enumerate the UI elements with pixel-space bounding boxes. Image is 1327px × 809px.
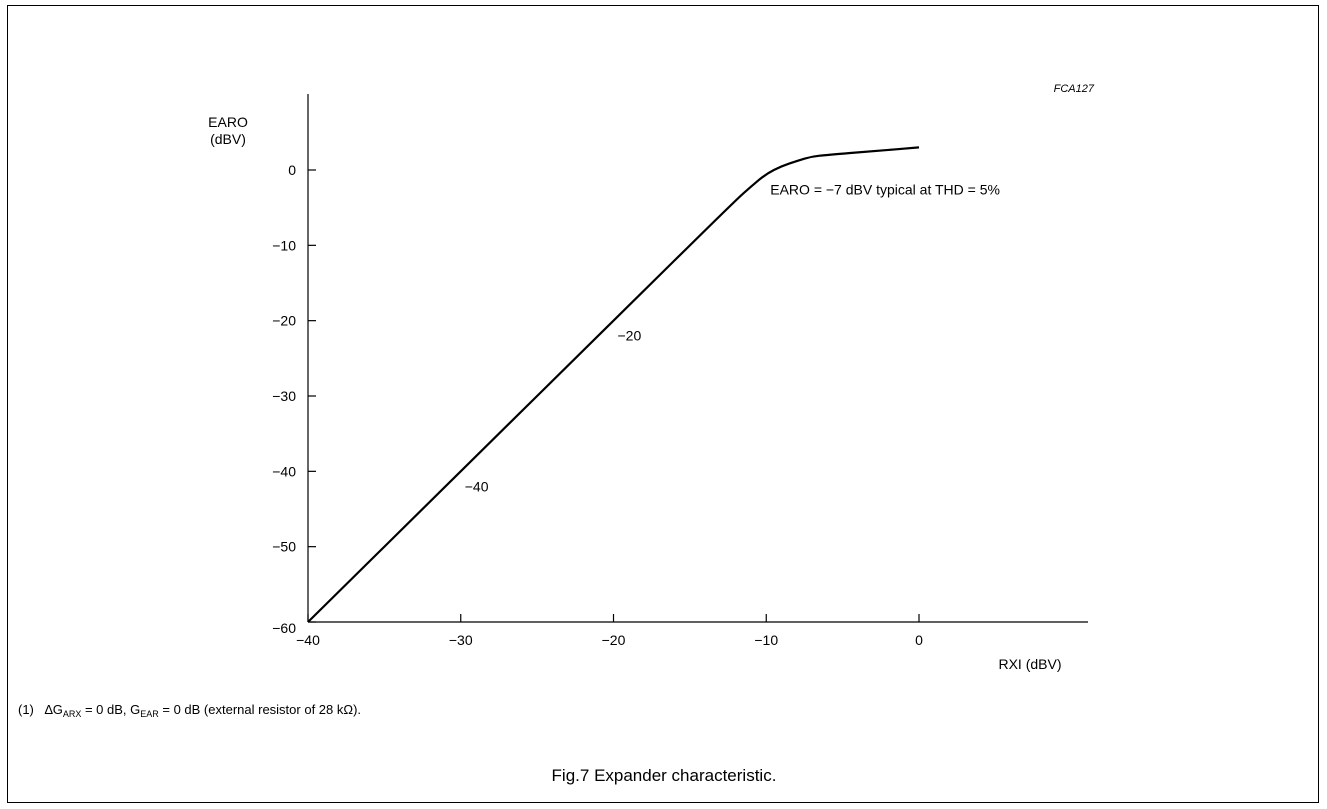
x-axis-label: RXI (dBV) [998,656,1061,672]
y-tick-label: −30 [272,388,296,404]
expander-curve [307,146,920,623]
x-ticks-group: −40 −30 −20 −10 0 [296,614,923,648]
x-tick-label: −10 [754,632,778,648]
footnote-ear-subscript: EAR [140,709,159,719]
footnote-number: (1) [18,702,34,717]
expander-chart: FCA127 EARO (dBV) 0 −10 −20 −30 −40 −50 −60 −4… [208,83,1095,672]
figure-caption: Fig.7 Expander characteristic. [551,766,777,785]
x-tick-label: −30 [449,632,473,648]
annotations-group: EARO = −7 dBV typical at THD = 5% −20 −40 [465,182,1000,495]
y-tick-label: −50 [272,539,296,555]
y-tick-label: −10 [272,237,296,253]
x-tick-label: 0 [915,632,923,648]
y-ticks-group: 0 −10 −20 −30 −40 −50 −60 [272,162,316,636]
curve-annotation: EARO = −7 dBV typical at THD = 5% [770,182,1000,198]
footnote-mid: = 0 dB, G [81,702,141,717]
x-tick-label: −20 [602,632,626,648]
figure-frame: FCA127 EARO (dBV) 0 −10 −20 −30 −40 −50 −60 −4… [7,5,1319,803]
y-tick-label: −60 [272,620,296,636]
curve-annotation: −20 [618,328,642,344]
footnote-delta-g: ∆G [44,702,63,717]
figure-code-label: FCA127 [1054,83,1095,95]
y-tick-label: −20 [272,313,296,329]
y-tick-label: −40 [272,463,296,479]
y-axis-label-line1: EARO [208,114,248,130]
footnote-tail: = 0 dB (external resistor of 28 kΩ). [158,702,362,717]
curve-annotation: −40 [465,478,489,494]
footnote-arx-subscript: ARX [62,709,82,719]
y-tick-label: 0 [288,162,296,178]
x-tick-label: −40 [296,632,320,648]
footnote: (1) ∆GARX = 0 dB, GEAR = 0 dB (external … [18,702,361,719]
y-axis-label-line2: (dBV) [210,131,246,147]
